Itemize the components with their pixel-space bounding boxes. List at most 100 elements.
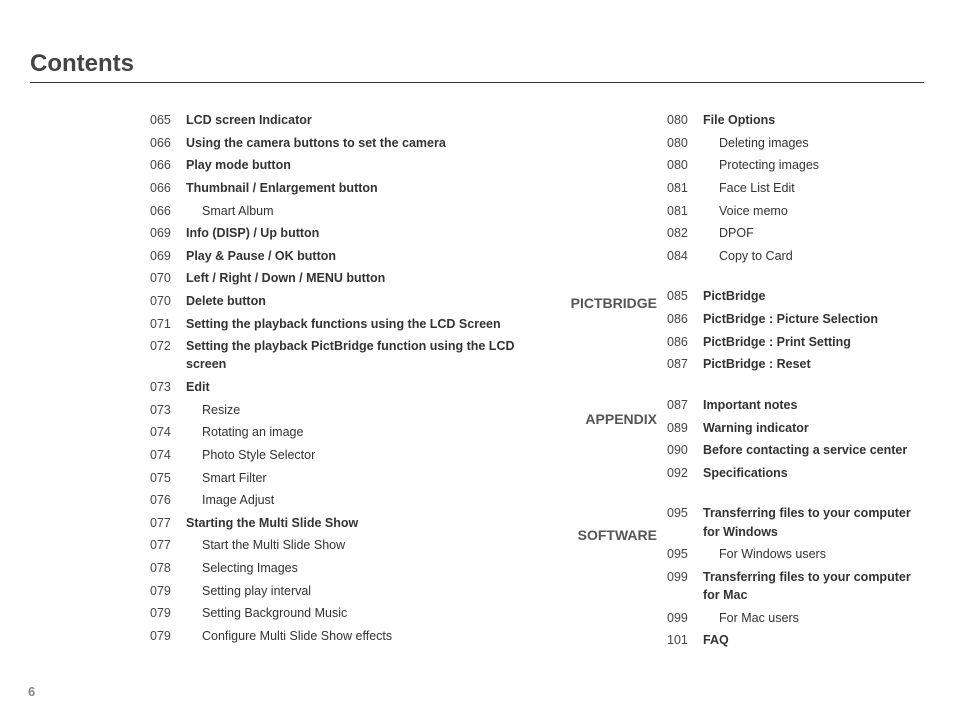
toc-entry-title: PictBridge : Picture Selection xyxy=(703,310,924,328)
toc-entry-title: Copy to Card xyxy=(703,247,924,265)
toc-entry: 078Selecting Images xyxy=(150,559,527,577)
toc-entry: 082DPOF xyxy=(667,224,924,242)
toc-entry: 080Deleting images xyxy=(667,134,924,152)
toc-entry-title: Thumbnail / Enlargement button xyxy=(186,179,527,197)
section-label: SOFTWARE xyxy=(578,527,657,543)
toc-entry-title: Voice memo xyxy=(703,202,924,220)
toc-page-number: 079 xyxy=(150,604,186,622)
toc-entry: 087Important notes xyxy=(667,396,924,414)
section-labels: PICTBRIDGEAPPENDIXSOFTWARE xyxy=(547,111,667,654)
toc-page-number: 101 xyxy=(667,631,703,649)
toc-entry-title: Smart Album xyxy=(186,202,527,220)
toc-page-number: 072 xyxy=(150,337,186,355)
section-spacer xyxy=(667,486,924,504)
toc-entry-title: Rotating an image xyxy=(186,423,527,441)
toc-page-number: 066 xyxy=(150,134,186,152)
toc-entry: 099Transferring files to your computer f… xyxy=(667,568,924,604)
toc-entry: 074Photo Style Selector xyxy=(150,446,527,464)
toc-entry: 087PictBridge : Reset xyxy=(667,355,924,373)
toc-entry: 099For Mac users xyxy=(667,609,924,627)
toc-entry-title: Setting the playback functions using the… xyxy=(186,315,527,333)
toc-entry-title: Deleting images xyxy=(703,134,924,152)
toc-entry-title: Smart Filter xyxy=(186,469,527,487)
contents-page: Contents 065LCD screen Indicator066Using… xyxy=(0,0,954,674)
toc-entry-title: For Windows users xyxy=(703,545,924,563)
toc-page-number: 073 xyxy=(150,401,186,419)
toc-entry-title: Transferring files to your computer for … xyxy=(703,568,924,604)
toc-page-number: 073 xyxy=(150,378,186,396)
toc-page-number: 095 xyxy=(667,545,703,563)
toc-page-number: 087 xyxy=(667,396,703,414)
toc-entry: 074Rotating an image xyxy=(150,423,527,441)
toc-page-number: 092 xyxy=(667,464,703,482)
toc-entry: 072Setting the playback PictBridge funct… xyxy=(150,337,527,373)
toc-entry: 073Edit xyxy=(150,378,527,396)
toc-entry: 079Setting Background Music xyxy=(150,604,527,622)
toc-entry-title: PictBridge : Reset xyxy=(703,355,924,373)
toc-page-number: 066 xyxy=(150,156,186,174)
toc-entry: 077Start the Multi Slide Show xyxy=(150,536,527,554)
toc-entry: 069Info (DISP) / Up button xyxy=(150,224,527,242)
toc-entry: 086PictBridge : Picture Selection xyxy=(667,310,924,328)
toc-entry-title: Start the Multi Slide Show xyxy=(186,536,527,554)
toc-page-number: 066 xyxy=(150,202,186,220)
toc-entry: 073Resize xyxy=(150,401,527,419)
toc-entry: 066Smart Album xyxy=(150,202,527,220)
left-entries: 065LCD screen Indicator066Using the came… xyxy=(150,111,527,645)
toc-page-number: 080 xyxy=(667,134,703,152)
toc-entry-title: PictBridge xyxy=(703,287,924,305)
toc-entry-title: Warning indicator xyxy=(703,419,924,437)
toc-entry: 079Setting play interval xyxy=(150,582,527,600)
toc-entry-title: Left / Right / Down / MENU button xyxy=(186,269,527,287)
toc-entry: 076Image Adjust xyxy=(150,491,527,509)
toc-entry: 086PictBridge : Print Setting xyxy=(667,333,924,351)
toc-entry-title: FAQ xyxy=(703,631,924,649)
right-column: PICTBRIDGEAPPENDIXSOFTWARE 080File Optio… xyxy=(547,111,924,654)
toc-entry: 101FAQ xyxy=(667,631,924,649)
toc-entry: 077Starting the Multi Slide Show xyxy=(150,514,527,532)
toc-entry: 079Configure Multi Slide Show effects xyxy=(150,627,527,645)
toc-entry-title: File Options xyxy=(703,111,924,129)
toc-entry-title: Using the camera buttons to set the came… xyxy=(186,134,527,152)
page-title: Contents xyxy=(30,50,924,83)
toc-entry-title: Setting the playback PictBridge function… xyxy=(186,337,527,373)
toc-page-number: 078 xyxy=(150,559,186,577)
toc-entry: 090Before contacting a service center xyxy=(667,441,924,459)
toc-entry-title: Specifications xyxy=(703,464,924,482)
toc-entry: 089Warning indicator xyxy=(667,419,924,437)
toc-page-number: 074 xyxy=(150,446,186,464)
toc-page-number: 069 xyxy=(150,247,186,265)
toc-entry: 080Protecting images xyxy=(667,156,924,174)
toc-page-number: 099 xyxy=(667,609,703,627)
toc-page-number: 095 xyxy=(667,504,703,522)
toc-page-number: 077 xyxy=(150,536,186,554)
toc-entry-title: LCD screen Indicator xyxy=(186,111,527,129)
toc-entry: 066Play mode button xyxy=(150,156,527,174)
toc-entry: 070Delete button xyxy=(150,292,527,310)
toc-page-number: 076 xyxy=(150,491,186,509)
toc-entry-title: Setting Background Music xyxy=(186,604,527,622)
toc-entry-title: Before contacting a service center xyxy=(703,441,924,459)
toc-entry-title: Play mode button xyxy=(186,156,527,174)
toc-entry: 075Smart Filter xyxy=(150,469,527,487)
toc-page-number: 074 xyxy=(150,423,186,441)
toc-entry: 084Copy to Card xyxy=(667,247,924,265)
toc-page-number: 099 xyxy=(667,568,703,586)
toc-entry: 066Thumbnail / Enlargement button xyxy=(150,179,527,197)
section-spacer xyxy=(667,378,924,396)
toc-entry-title: Selecting Images xyxy=(186,559,527,577)
toc-entry-title: Protecting images xyxy=(703,156,924,174)
left-column: 065LCD screen Indicator066Using the came… xyxy=(30,111,527,654)
toc-page-number: 077 xyxy=(150,514,186,532)
toc-entry: 069Play & Pause / OK button xyxy=(150,247,527,265)
toc-entry: 081Voice memo xyxy=(667,202,924,220)
toc-entry-title: Transferring files to your computer for … xyxy=(703,504,924,540)
toc-entry-title: Info (DISP) / Up button xyxy=(186,224,527,242)
toc-entry: 092Specifications xyxy=(667,464,924,482)
toc-entry-title: Starting the Multi Slide Show xyxy=(186,514,527,532)
toc-entry: 071Setting the playback functions using … xyxy=(150,315,527,333)
right-entries: 080File Options 080Deleting images 080Prot… xyxy=(667,111,924,654)
toc-page-number: 082 xyxy=(667,224,703,242)
toc-page-number: 069 xyxy=(150,224,186,242)
page-number-footer: 6 xyxy=(28,684,35,699)
